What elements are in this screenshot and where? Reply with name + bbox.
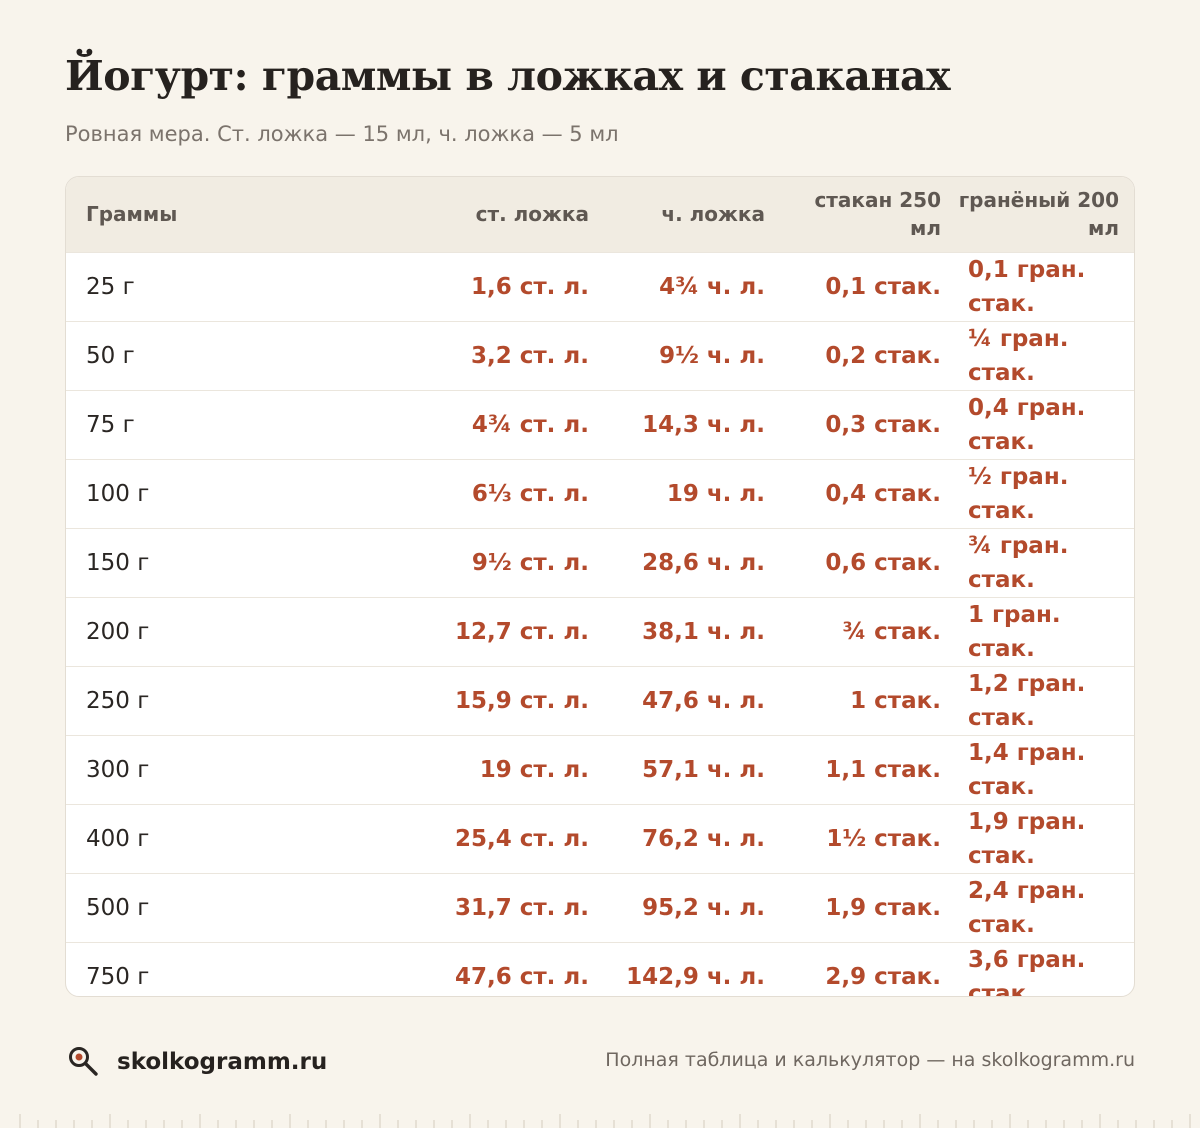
table-row: 300 г 19 ст. л. 57,1 ч. л. 1,1 стак. 1,4 гра… [66,735,1134,804]
cell-tablespoon: 47,6 ст. л. [454,963,589,990]
cell-grams: 200 г [86,618,150,645]
cell-cup-250: 1,9 стак. [825,894,941,921]
header-faceted-glass-200: гранёный 200 мл [958,188,1119,241]
cell-teaspoon: 142,9 ч. л. [626,963,765,990]
cell-teaspoon: 9½ ч. л. [659,342,765,369]
cell-grams: 100 г [86,480,150,507]
cell-cup-250: 0,2 стак. [825,342,941,369]
footer-brand[interactable]: skolkogramm.ru [65,1043,327,1081]
cell-faceted-glass-200: ¼ гран. стак. [968,325,1069,386]
header-teaspoon: ч. ложка [661,202,765,227]
cell-tablespoon: 25,4 ст. л. [454,825,589,852]
table-body: 25 г 1,6 ст. л. 4¾ ч. л. 0,1 стак. 0,1 гран.… [66,252,1134,997]
cell-teaspoon: 38,1 ч. л. [642,618,765,645]
table-row: 500 г 31,7 ст. л. 95,2 ч. л. 1,9 стак. 2,4 г… [66,873,1134,942]
table-row: 400 г 25,4 ст. л. 76,2 ч. л. 1½ стак. 1,9 гр… [66,804,1134,873]
cell-cup-250: 0,3 стак. [825,411,941,438]
page-title: Йогурт: граммы в ложках и стаканах [65,52,951,100]
cell-cup-250: 1½ стак. [826,825,941,852]
cell-tablespoon: 3,2 ст. л. [470,342,589,369]
cell-cup-250: 0,6 стак. [825,549,941,576]
cell-faceted-glass-200: 0,1 гран. стак. [968,256,1086,317]
cell-teaspoon: 76,2 ч. л. [642,825,765,852]
table-row: 150 г 9½ ст. л. 28,6 ч. л. 0,6 стак. ¾ гран.… [66,528,1134,597]
cell-tablespoon: 12,7 ст. л. [454,618,589,645]
table-row: 50 г 3,2 ст. л. 9½ ч. л. 0,2 стак. ¼ гран. с… [66,321,1134,390]
cell-faceted-glass-200: 2,4 гран. стак. [968,877,1086,938]
cell-faceted-glass-200: ½ гран. стак. [968,463,1069,524]
cell-teaspoon: 95,2 ч. л. [642,894,765,921]
cell-tablespoon: 31,7 ст. л. [454,894,589,921]
cell-grams: 400 г [86,825,150,852]
cell-grams: 500 г [86,894,150,921]
cell-faceted-glass-200: 0,4 гран. стак. [968,394,1086,455]
cell-faceted-glass-200: 1,9 гран. стак. [968,808,1086,869]
magnifier-icon [69,1047,98,1076]
cell-grams: 750 г [86,963,150,990]
cell-cup-250: 0,1 стак. [825,273,941,300]
cell-tablespoon: 6⅓ ст. л. [471,480,589,507]
cell-tablespoon: 1,6 ст. л. [470,273,589,300]
table-row: 100 г 6⅓ ст. л. 19 ч. л. 0,4 стак. ½ гран. с… [66,459,1134,528]
cell-tablespoon: 15,9 ст. л. [454,687,589,714]
table-header-row: Граммы ст. ложка ч. ложка стакан 250 мл … [66,177,1134,252]
footer-note: Полная таблица и калькулятор — на skolko… [605,1049,1135,1071]
cell-grams: 150 г [86,549,150,576]
ruler-decoration [19,1114,1191,1128]
cell-cup-250: ¾ стак. [842,618,941,645]
conversion-table-card: Граммы ст. ложка ч. ложка стакан 250 мл … [65,176,1135,997]
cell-faceted-glass-200: 3,6 гран. стак. [968,946,1086,997]
header-cup-250: стакан 250 мл [814,188,941,241]
cell-cup-250: 1,1 стак. [825,756,941,783]
cell-grams: 75 г [86,411,135,438]
cell-grams: 25 г [86,273,135,300]
cell-cup-250: 1 стак. [850,687,941,714]
cell-cup-250: 0,4 стак. [825,480,941,507]
cell-teaspoon: 57,1 ч. л. [642,756,765,783]
cell-faceted-glass-200: 1 гран. стак. [968,601,1061,662]
cell-teaspoon: 47,6 ч. л. [642,687,765,714]
page-subtitle: Ровная мера. Ст. ложка — 15 мл, ч. ложка… [65,122,619,146]
cell-teaspoon: 28,6 ч. л. [642,549,765,576]
cell-grams: 50 г [86,342,135,369]
cell-grams: 300 г [86,756,150,783]
header-tablespoon: ст. ложка [475,202,589,227]
cell-tablespoon: 4¾ ст. л. [471,411,589,438]
cell-tablespoon: 9½ ст. л. [471,549,589,576]
cell-cup-250: 2,9 стак. [825,963,941,990]
table-row: 200 г 12,7 ст. л. 38,1 ч. л. ¾ стак. 1 гран.… [66,597,1134,666]
table-row: 250 г 15,9 ст. л. 47,6 ч. л. 1 стак. 1,2 гра… [66,666,1134,735]
cell-faceted-glass-200: ¾ гран. стак. [968,532,1069,593]
cell-grams: 250 г [86,687,150,714]
table-row: 25 г 1,6 ст. л. 4¾ ч. л. 0,1 стак. 0,1 гран.… [66,252,1134,321]
header-grams: Граммы [86,202,178,227]
table-row: 75 г 4¾ ст. л. 14,3 ч. л. 0,3 стак. 0,4 гран… [66,390,1134,459]
cell-faceted-glass-200: 1,2 гран. стак. [968,670,1086,731]
cell-tablespoon: 19 ст. л. [479,756,589,783]
cell-teaspoon: 4¾ ч. л. [659,273,765,300]
cell-teaspoon: 14,3 ч. л. [642,411,765,438]
table-row: 750 г 47,6 ст. л. 142,9 ч. л. 2,9 стак. 3,6 … [66,942,1134,997]
brand-name: skolkogramm.ru [117,1049,328,1075]
cell-teaspoon: 19 ч. л. [666,480,765,507]
conversion-table: Граммы ст. ложка ч. ложка стакан 250 мл … [66,177,1134,997]
cell-faceted-glass-200: 1,4 гран. стак. [968,739,1086,800]
